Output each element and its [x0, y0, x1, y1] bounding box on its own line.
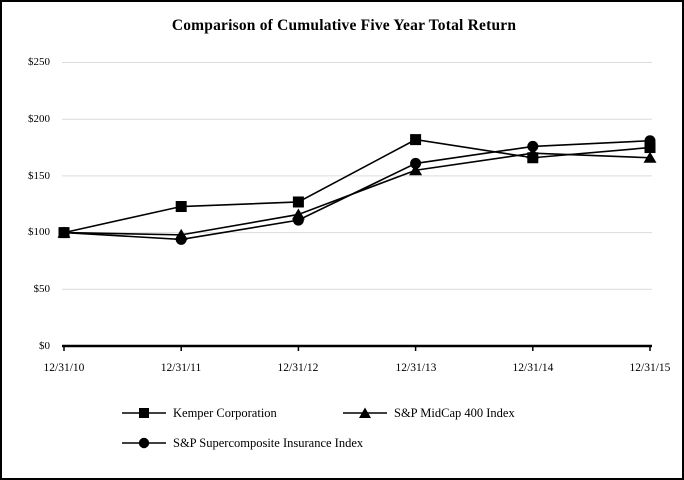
data-point-circle: [527, 140, 539, 152]
y-axis-tick-label: $250: [28, 56, 50, 68]
y-axis-tick-label: $100: [28, 226, 50, 238]
x-axis-tick-label: 12/31/13: [395, 362, 437, 374]
series-line-1: [63, 152, 651, 236]
legend-item-sp-supercomposite-insurance: S&P Supercomposite Insurance Index: [122, 436, 363, 450]
series-line-0: [63, 138, 651, 234]
data-point-circle: [644, 135, 656, 147]
data-point-circle: [58, 227, 70, 239]
data-point-circle: [292, 214, 304, 226]
data-point-circle: [410, 157, 422, 169]
x-axis-tick-label: 12/31/14: [512, 362, 554, 374]
x-axis-tick-label: 12/31/10: [43, 362, 85, 374]
y-axis-tick-label: $0: [39, 340, 50, 352]
y-axis-tick-label: $150: [28, 170, 50, 182]
data-point-square: [410, 134, 422, 146]
circle-marker-icon: [122, 437, 166, 449]
triangle-marker-icon: [343, 407, 387, 418]
series-line-2: [63, 139, 651, 241]
y-axis-tick-label: $50: [33, 283, 51, 295]
data-point-square: [175, 201, 187, 213]
data-point-square: [644, 142, 656, 154]
x-axis-tick-label: 12/31/11: [160, 362, 202, 374]
data-point-triangle: [526, 147, 540, 159]
chart-title: Comparison of Cumulative Five Year Total…: [171, 17, 517, 34]
legend-label: S&P MidCap 400 Index: [394, 405, 515, 420]
legend-label: Kemper Corporation: [173, 405, 277, 420]
data-point-triangle: [643, 151, 657, 163]
data-point-circle: [175, 233, 187, 245]
x-axis-tick-label: 12/31/15: [629, 362, 671, 374]
x-axis-tick-label: 12/31/12: [277, 362, 319, 374]
data-point-triangle: [409, 164, 423, 176]
legend-label: S&P Supercomposite Insurance Index: [173, 435, 364, 450]
data-point-square: [292, 196, 304, 208]
square-marker-icon: [122, 408, 166, 418]
y-axis-tick-label: $200: [28, 113, 50, 125]
legend-item-sp-midcap-400: S&P MidCap 400 Index: [343, 406, 515, 420]
legend-item-kemper-corporation: Kemper Corporation: [122, 406, 277, 420]
